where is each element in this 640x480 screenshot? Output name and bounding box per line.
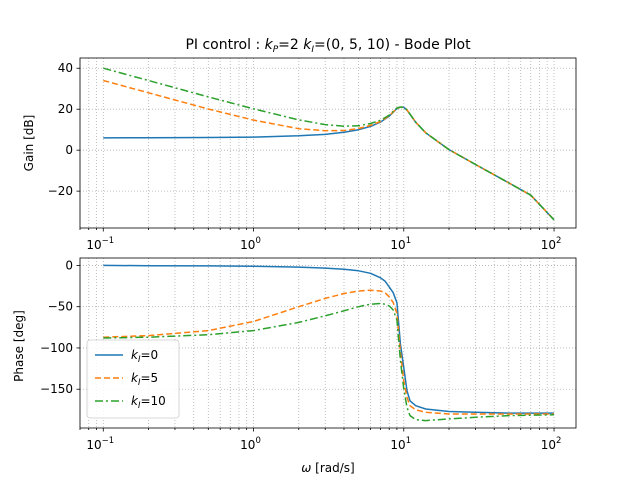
legend-box [86,339,180,419]
y-tick-label: 40 [58,61,73,75]
gain-axes: 40 20 0 −20 10−1 100 101 102 [48,57,577,252]
x-tick-label: 101 [390,236,411,252]
phase-ylabel: Phase [deg] [12,310,26,382]
y-tick-label: 0 [65,258,73,272]
x-tick-label: 10−1 [86,236,114,252]
legend-label: kI=5 [131,371,158,388]
phase-axes: 0 −50 −100 −150 10−1 100 101 102 [40,257,577,452]
y-tick-label: 0 [65,143,73,157]
phase-xlabel: ω [rad/s] [301,461,354,475]
y-tick-label: −150 [40,382,73,396]
x-tick-label: 100 [240,236,261,252]
x-tick-label: 102 [541,236,562,252]
gain-ylabel: Gain [dB] [22,115,36,172]
series-line-k-i-0 [103,264,554,414]
x-tick-label: 10−1 [86,436,114,452]
x-tick-label: 102 [541,436,562,452]
axes-frame [79,57,577,229]
axes-frame [79,257,577,429]
x-tick-label: 100 [240,436,261,452]
y-tick-label: 20 [58,102,73,116]
chart-title: PI control : kP=2 kI=(0, 5, 10) - Bode P… [185,37,471,55]
series-line-k-i-5 [103,289,554,415]
series-line-k-i-0 [103,106,555,221]
series-line-k-i-10 [103,67,555,221]
grid [79,58,576,228]
y-tick-label: −50 [48,300,73,314]
y-tick-label: −100 [40,341,73,355]
legend-label: kI=10 [131,394,166,411]
legend: kI=0 kI=5 kI=10 [86,339,180,419]
series-line-k-i-10 [103,302,555,422]
legend-label: kI=0 [131,348,158,365]
y-tick-label: −20 [48,184,73,198]
x-tick-label: 101 [390,436,411,452]
